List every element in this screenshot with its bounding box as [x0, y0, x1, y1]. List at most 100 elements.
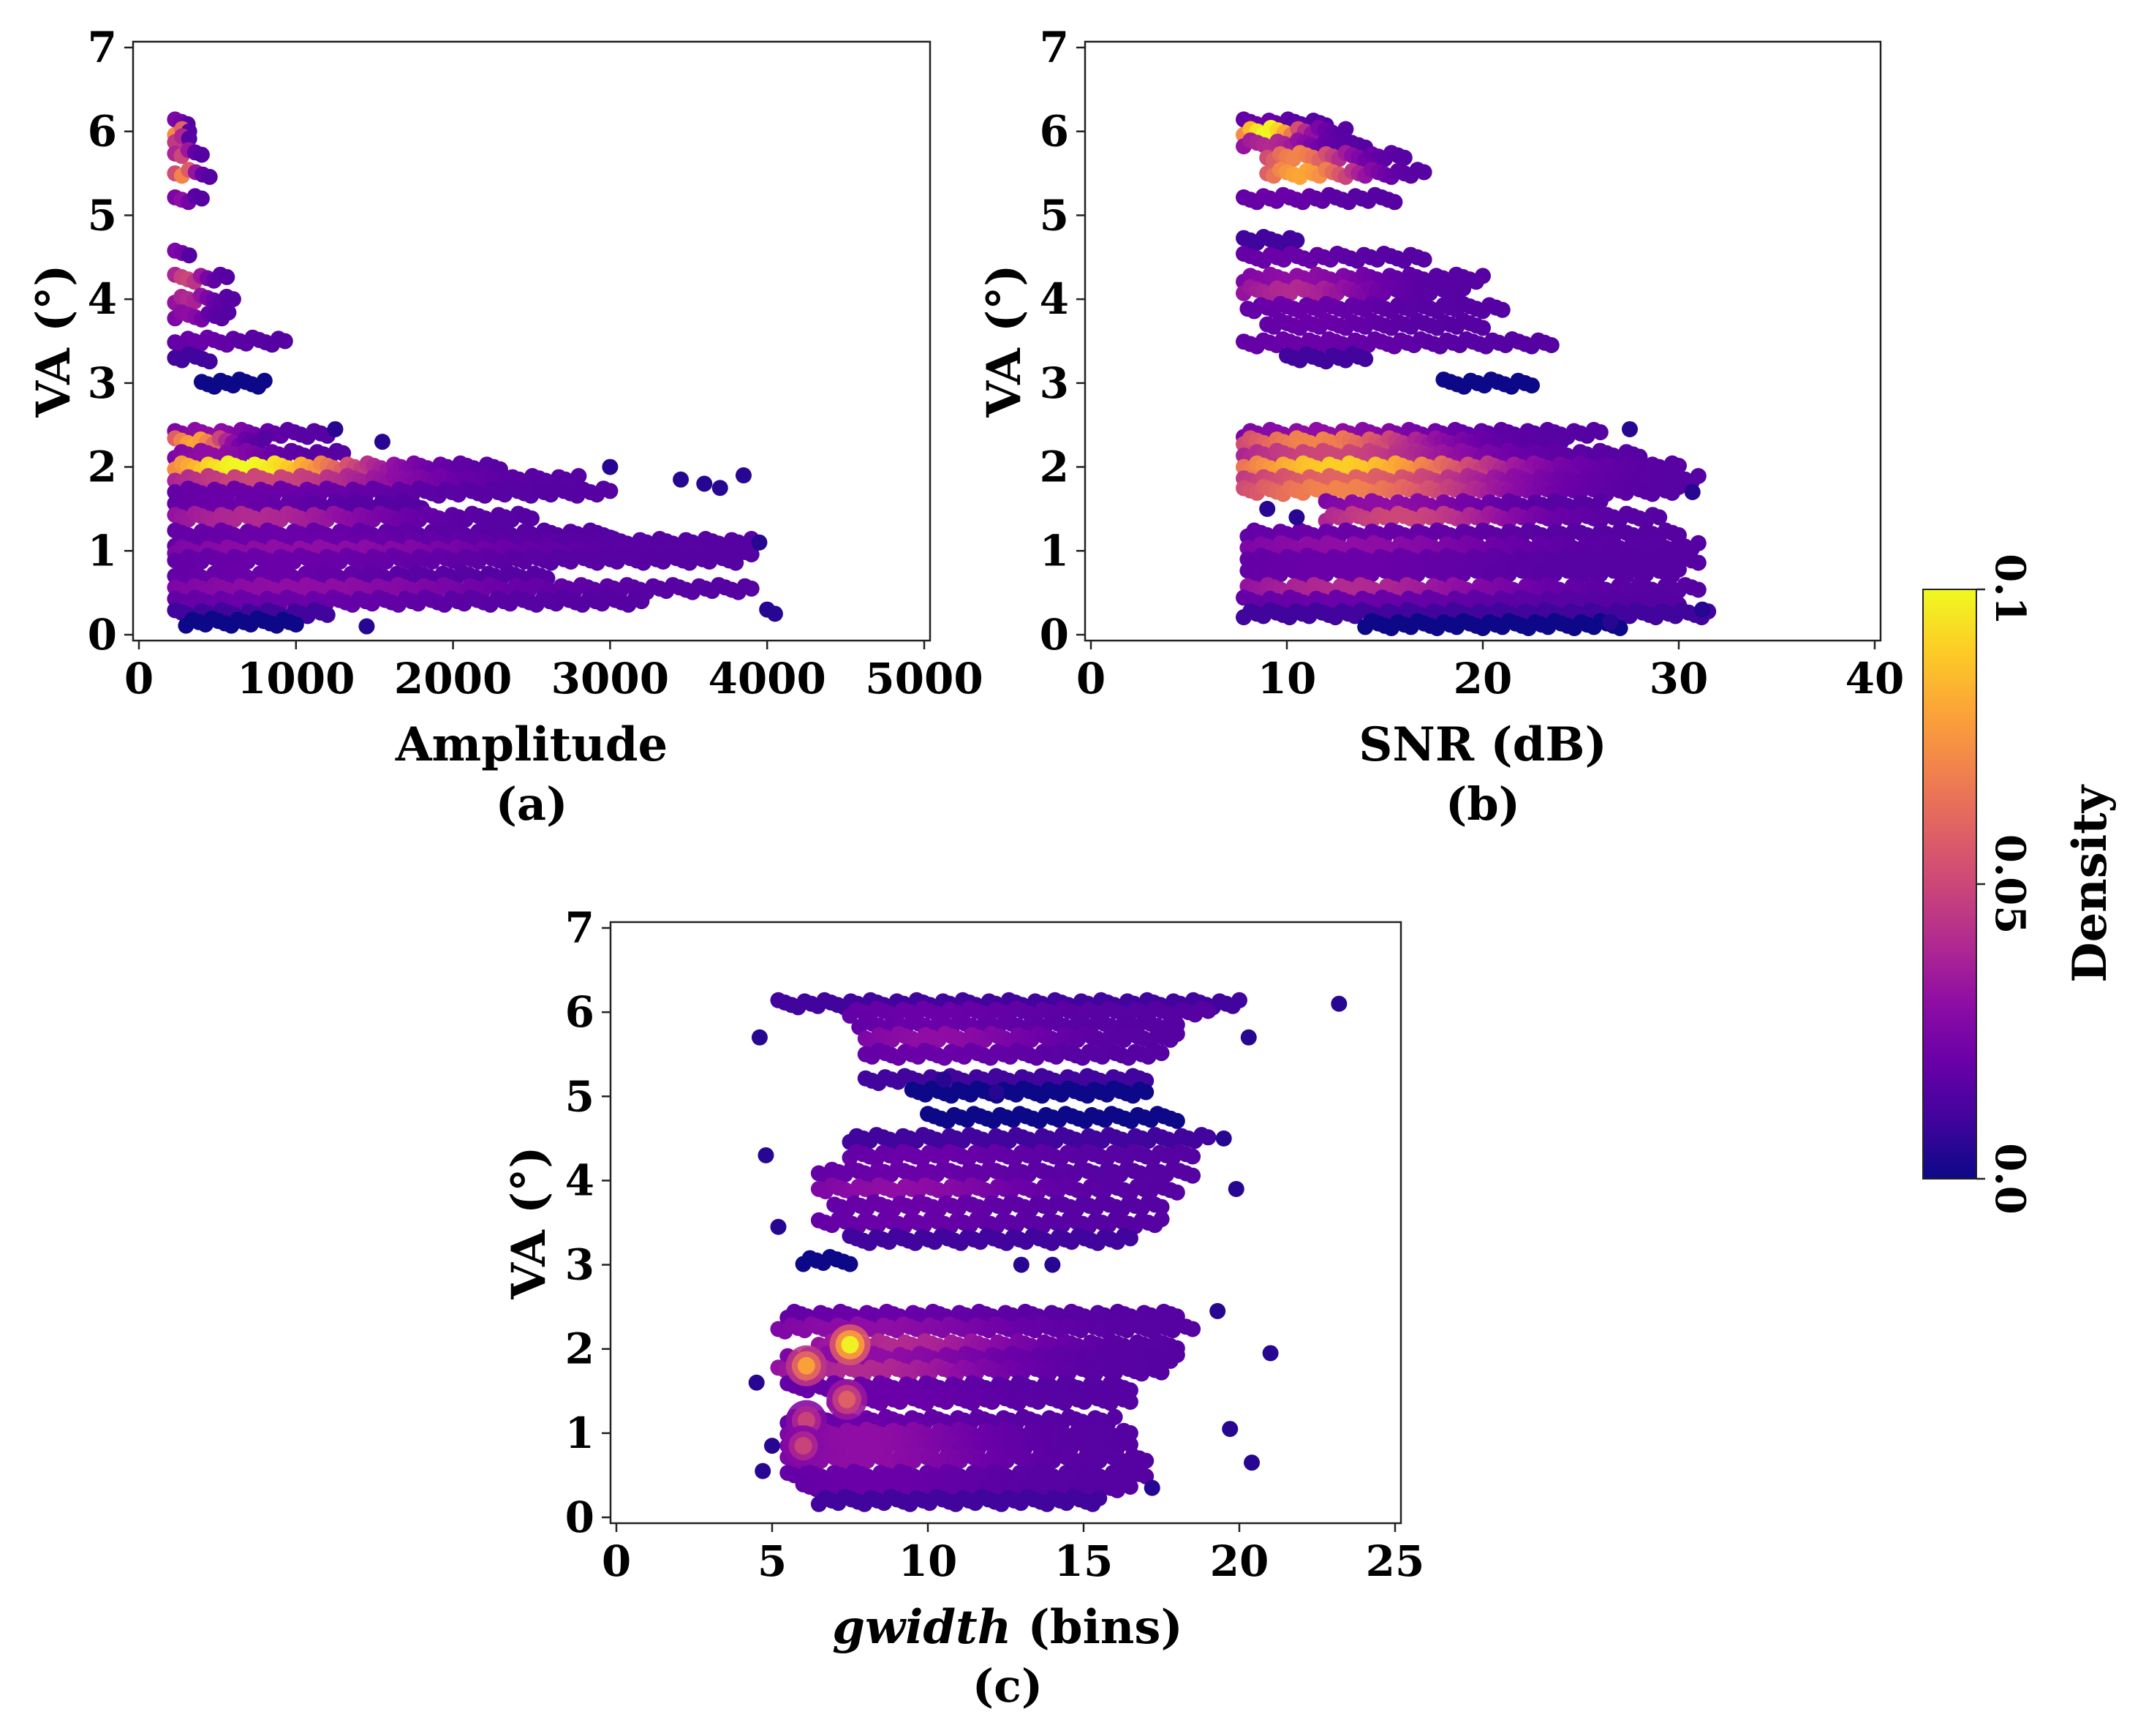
outlier-point: [1240, 1029, 1257, 1046]
outlier-point: [766, 605, 783, 622]
y-tick-label: 1: [1040, 526, 1069, 575]
y-axis-label-c: VA (°): [502, 1146, 556, 1299]
point: [1690, 581, 1707, 598]
outlier-point: [1684, 483, 1701, 500]
band-b-10: [1239, 295, 1511, 320]
band-a-11: [167, 346, 218, 370]
point: [1153, 1211, 1170, 1228]
outlier-point: [358, 618, 375, 635]
point: [1153, 1199, 1170, 1215]
point: [1690, 554, 1707, 571]
band-c-9: [842, 1144, 1201, 1167]
x-tick-label: 2000: [394, 654, 512, 703]
point: [1592, 424, 1609, 441]
ticks-a: 0 1000 2000 3000 4000 5000 0 1 2 3 4 5 6 7: [88, 23, 983, 703]
outlier-point: [673, 471, 689, 488]
point: [1185, 1321, 1201, 1337]
outlier-point: [751, 534, 768, 551]
point: [1357, 351, 1374, 367]
outlier-point: [1602, 614, 1619, 630]
y-tick-label: 6: [565, 987, 594, 1037]
band-b-3: [1259, 145, 1413, 168]
x-tick-label: 10: [899, 1536, 958, 1586]
point: [1168, 1184, 1185, 1201]
band-a-5: [167, 188, 210, 211]
point: [1592, 493, 1609, 510]
point: [1122, 1479, 1138, 1495]
band-c-13: [810, 1211, 1170, 1234]
y-tick-label: 5: [88, 190, 117, 240]
outlier-point: [1013, 1256, 1029, 1273]
y-tick-label: 2: [1040, 442, 1069, 492]
point: [1122, 1230, 1138, 1247]
point: [1168, 1025, 1185, 1042]
point: [1337, 121, 1354, 137]
colorbar-label: Density: [2063, 784, 2117, 983]
colorbar-ticks: 0.0 0.05 0.1: [1976, 554, 2034, 1215]
caption-c: (c): [972, 1659, 1043, 1713]
outlier-point: [770, 1218, 787, 1235]
point: [1651, 509, 1668, 526]
outlier-point: [757, 1147, 774, 1163]
band-a-26: [167, 577, 760, 600]
band-b-11: [1259, 312, 1491, 336]
colorbar-tick-label: 0.05: [1986, 834, 2034, 934]
point: [1185, 1167, 1201, 1184]
scatter-panel-b: 0 10 20 30 40 0 1 2 3 4 5 6 7 SNR (dB) VA (°) (b): [977, 23, 1904, 831]
point: [1416, 252, 1432, 268]
outlier-point: [602, 458, 619, 475]
point: [1386, 194, 1403, 211]
point: [1543, 337, 1560, 353]
point: [256, 372, 273, 389]
x-tick-label: 25: [1366, 1536, 1425, 1586]
point: [1396, 149, 1413, 166]
outlier-point: [1222, 1421, 1239, 1438]
colorbar-tick-label: 0.1: [1986, 554, 2034, 624]
point: [1494, 301, 1511, 318]
point: [1106, 1408, 1123, 1425]
x-tick-label: 40: [1845, 654, 1905, 703]
colorbar-tick-label: 0.0: [1986, 1143, 2034, 1214]
outlier-point: [748, 1374, 765, 1391]
point: [1122, 1394, 1138, 1410]
point: [219, 268, 235, 285]
y-tick-label: 3: [88, 358, 117, 408]
outlier-point: [1144, 1479, 1160, 1496]
x-tick-label: 10: [1258, 654, 1317, 703]
point: [1671, 478, 1687, 495]
point: [181, 247, 197, 264]
band-c-7: [920, 1106, 1185, 1129]
point: [633, 593, 650, 610]
caption-b: (b): [1446, 777, 1520, 831]
point: [193, 190, 210, 207]
outlier-point: [988, 1084, 1005, 1101]
band-a-6: [167, 242, 197, 264]
ticks-c: 0 5 10 15 20 25 0 1 2 3 4 5 6 7: [565, 903, 1425, 1586]
point: [1200, 1003, 1217, 1019]
y-axis-label-b: VA (°): [977, 264, 1032, 418]
band-b-12: [1236, 331, 1560, 355]
point: [842, 1256, 858, 1272]
y-tick-label: 3: [565, 1240, 594, 1290]
band-a-4: [167, 162, 218, 185]
point: [1153, 1364, 1170, 1381]
point: [276, 333, 293, 350]
hotspot-c-2: [838, 1390, 856, 1408]
point: [1200, 1129, 1217, 1146]
y-tick-label: 0: [1040, 610, 1069, 660]
outlier-point: [1259, 500, 1276, 517]
x-tick-label: 3000: [551, 654, 669, 703]
band-a-20: [167, 505, 540, 529]
hotspot-c-3: [797, 1411, 815, 1430]
point: [1168, 1112, 1185, 1129]
caption-a: (a): [496, 777, 568, 831]
band-b-5: [1236, 186, 1403, 211]
outlier-point: [1262, 1345, 1279, 1362]
band-c-10: [810, 1161, 1201, 1184]
point: [319, 606, 336, 623]
y-tick-label: 7: [88, 23, 117, 72]
y-tick-label: 4: [565, 1155, 594, 1205]
outlier-point: [1288, 509, 1305, 526]
band-c-4: [857, 1042, 1170, 1066]
outlier-point: [1215, 1130, 1232, 1147]
